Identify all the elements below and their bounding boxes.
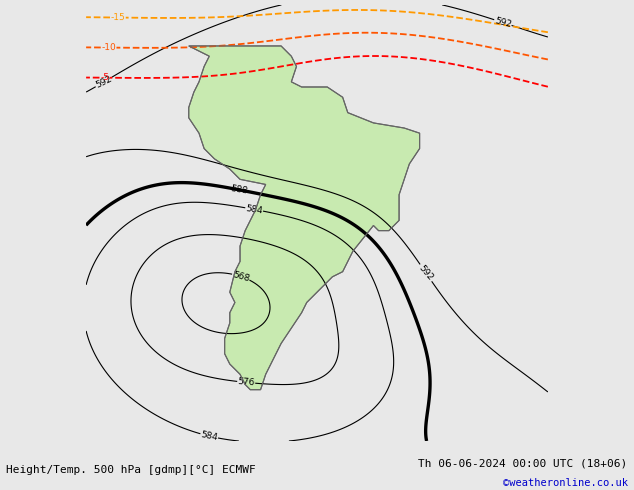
Text: 592: 592 [417,264,435,282]
Text: -15: -15 [110,13,126,22]
Text: 568: 568 [231,270,250,283]
Text: Height/Temp. 500 hPa [gdmp][°C] ECMWF: Height/Temp. 500 hPa [gdmp][°C] ECMWF [6,466,256,475]
Text: 592: 592 [94,74,113,90]
Text: 588: 588 [230,184,249,196]
Text: 584: 584 [245,204,263,215]
Text: 592: 592 [493,16,512,29]
Text: ©weatheronline.co.uk: ©weatheronline.co.uk [503,478,628,488]
Text: Th 06-06-2024 00:00 UTC (18+06): Th 06-06-2024 00:00 UTC (18+06) [418,458,628,468]
Text: 584: 584 [200,430,219,442]
Text: -10: -10 [101,43,116,52]
Text: -5: -5 [100,73,109,82]
Text: 576: 576 [237,377,255,388]
Polygon shape [189,46,420,390]
